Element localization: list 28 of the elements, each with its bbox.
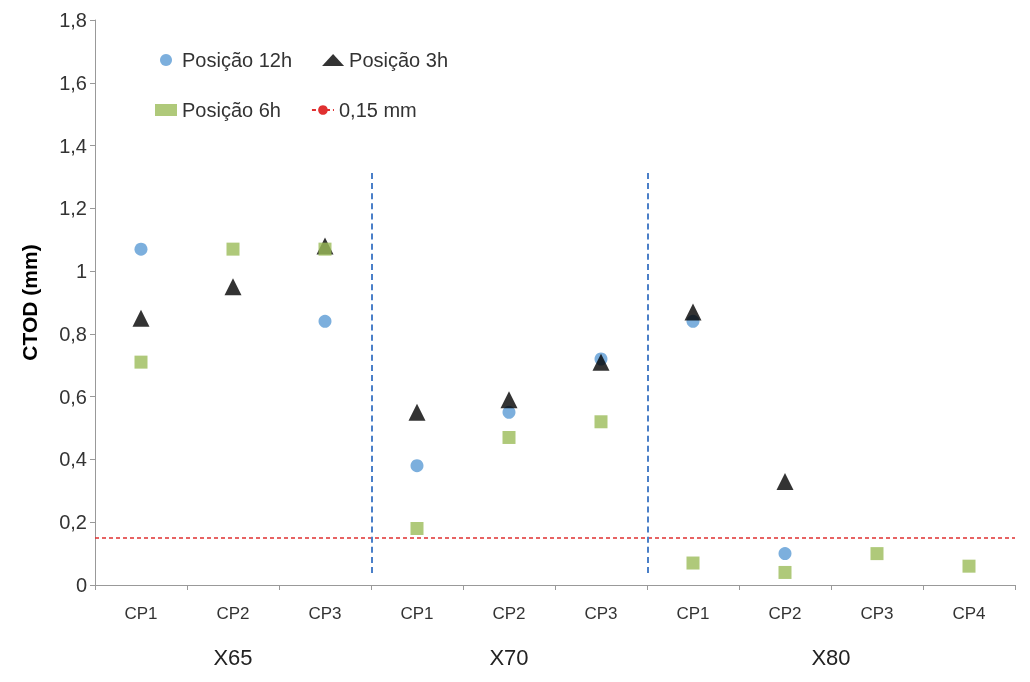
y-tick-label: 0,8 — [59, 322, 87, 345]
x-tick-label: CP1 — [400, 604, 434, 623]
x-tick-label: CP3 — [860, 604, 894, 623]
y-tick-label: 0,2 — [59, 511, 87, 534]
x-tick-label: CP1 — [124, 604, 158, 623]
y-tick-label: 1,4 — [59, 134, 87, 157]
x-tick-label: CP2 — [768, 604, 802, 623]
y-tick-label: 1 — [75, 260, 87, 283]
x-tick-label: CP3 — [584, 604, 618, 623]
y-tick-label: 1,8 — [59, 9, 87, 31]
text: X80 — [811, 645, 851, 671]
x-tick-label: CP4 — [952, 604, 986, 623]
legend-label: Posição 12h — [182, 49, 293, 71]
y-axis-title: CTOD (mm) — [18, 244, 41, 361]
x-tick-label: CP1 — [676, 604, 710, 623]
x-tick-label: CP2 — [492, 604, 526, 623]
text: X70 — [489, 645, 529, 671]
text: X65 — [213, 645, 253, 671]
x-tick-label: CP3 — [308, 604, 342, 623]
y-tick-label: 0 — [75, 574, 87, 596]
y-tick-label: 0,6 — [59, 385, 87, 408]
legend-label: Posição 6h — [182, 99, 281, 121]
y-tick-label: 0,4 — [59, 448, 87, 471]
y-tick-label: 1,6 — [59, 71, 87, 94]
legend-label: 0,15 mm — [338, 99, 417, 121]
y-tick-label: 1,2 — [59, 197, 87, 220]
legend-label: Posição 3h — [349, 49, 449, 71]
x-tick-label: CP2 — [216, 604, 250, 623]
